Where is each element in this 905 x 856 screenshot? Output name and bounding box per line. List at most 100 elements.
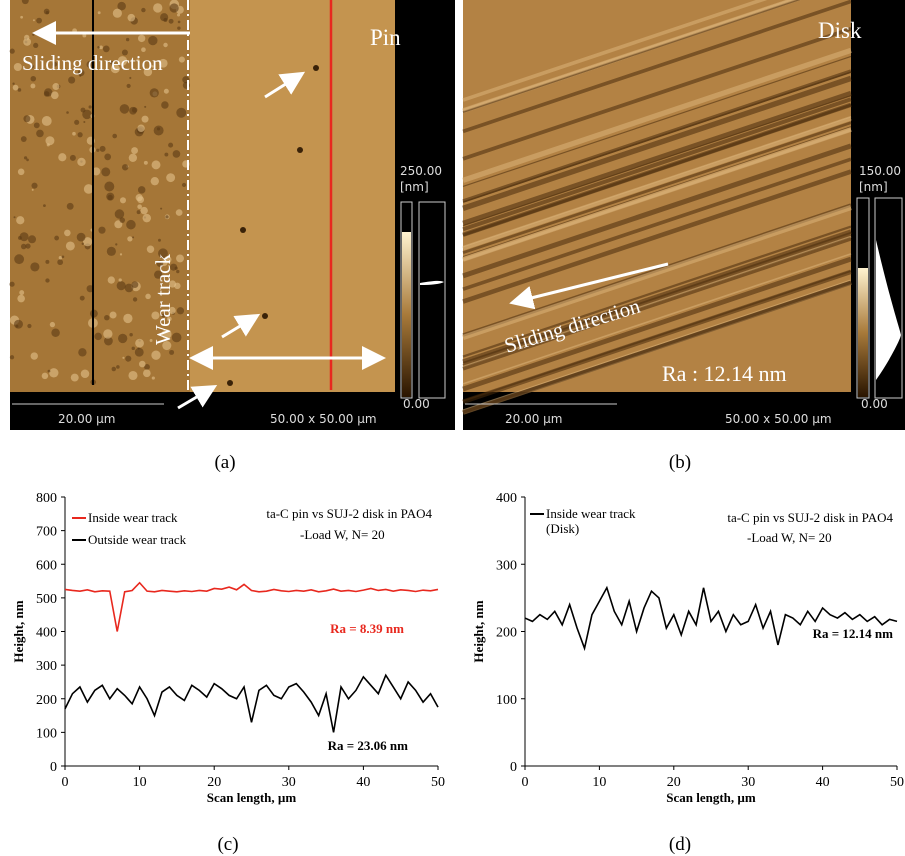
texture: [16, 216, 24, 224]
texture: [77, 233, 86, 242]
texture: [80, 296, 85, 301]
texture: [66, 111, 69, 114]
texture: [14, 63, 22, 71]
texture: [48, 370, 51, 373]
texture: [72, 132, 76, 136]
texture: [119, 278, 122, 281]
texture: [147, 246, 154, 253]
texture: [141, 8, 145, 12]
data-line: [65, 675, 438, 732]
annotation: Ra = 12.14 nm: [813, 626, 894, 641]
texture: [50, 322, 55, 327]
colorbar: [858, 268, 868, 397]
annotation: Ra = 23.06 nm: [328, 738, 409, 753]
texture: [176, 108, 186, 118]
scan-size: 50.00 x 50.00 µm: [270, 412, 377, 426]
texture: [10, 49, 15, 54]
texture: [136, 194, 143, 201]
texture: [45, 136, 54, 145]
scale-bar-label: 20.00 µm: [58, 412, 116, 426]
texture: [67, 203, 74, 210]
texture: [129, 154, 137, 162]
y-tick-label: 0: [510, 760, 517, 775]
texture: [36, 18, 42, 24]
panel-label: (b): [669, 452, 691, 473]
y-tick-label: 400: [496, 491, 517, 506]
x-tick-label: 40: [816, 775, 830, 790]
texture: [82, 243, 84, 245]
texture: [175, 267, 178, 270]
particle: [262, 313, 268, 319]
x-tick-label: 0: [522, 775, 529, 790]
texture: [132, 347, 135, 350]
texture: [135, 339, 144, 348]
texture: [81, 108, 86, 113]
particle: [297, 147, 303, 153]
texture: [94, 333, 101, 340]
afm-image: [190, 0, 395, 392]
y-tick-label: 200: [36, 693, 57, 708]
texture: [110, 312, 117, 319]
y-tick-label: 600: [36, 558, 57, 573]
y-tick-label: 300: [496, 558, 517, 573]
texture: [164, 89, 169, 94]
legend-label: Inside wear track (Disk): [546, 506, 656, 536]
texture: [152, 160, 161, 169]
figure-canvas: Pin Sliding direction Wear track 250.00 …: [0, 0, 905, 856]
x-tick-label: 0: [62, 775, 69, 790]
annotation: Ra = 8.39 nm: [330, 621, 404, 636]
texture: [45, 260, 49, 264]
x-tick-label: 30: [741, 775, 755, 790]
texture: [49, 368, 58, 377]
texture: [32, 189, 34, 191]
texture: [70, 155, 76, 161]
texture: [44, 91, 50, 97]
colorbar-min: 0.00: [403, 397, 430, 411]
scan-size: 50.00 x 50.00 µm: [725, 412, 832, 426]
texture: [120, 217, 126, 223]
texture: [144, 106, 146, 108]
texture: [14, 216, 16, 218]
texture: [158, 239, 161, 242]
texture: [81, 369, 90, 378]
colorbar-max: 250.00: [400, 164, 442, 178]
legend-label: Inside wear track: [88, 510, 258, 525]
y-axis-label: Height, nm: [11, 600, 26, 662]
texture: [26, 159, 29, 162]
y-tick-label: 100: [496, 693, 517, 708]
texture: [71, 374, 79, 382]
x-axis-label: Scan length, µm: [666, 790, 756, 805]
texture: [177, 307, 184, 314]
texture: [18, 169, 25, 176]
texture: [112, 134, 117, 139]
texture: [74, 120, 79, 125]
texture: [28, 235, 36, 243]
legend-label: Outside wear track: [88, 532, 258, 547]
texture: [145, 294, 150, 299]
texture: [46, 11, 49, 14]
texture: [33, 43, 38, 48]
image-title: Disk: [818, 18, 862, 43]
texture: [126, 220, 136, 230]
texture: [142, 116, 149, 123]
texture: [161, 101, 168, 108]
texture: [133, 297, 137, 301]
texture: [169, 350, 174, 355]
texture: [182, 183, 186, 187]
particle: [313, 65, 319, 71]
figure: Pin Sliding direction Wear track 250.00 …: [0, 0, 905, 856]
texture: [169, 19, 174, 24]
texture: [51, 91, 59, 99]
texture: [177, 13, 180, 16]
texture: [17, 295, 25, 303]
texture: [52, 83, 59, 90]
texture: [98, 227, 105, 234]
texture: [127, 84, 131, 88]
texture: [106, 193, 114, 201]
texture: [144, 161, 148, 165]
texture: [128, 371, 137, 380]
annotation: ta-C pin vs SUJ-2 disk in PAO4: [266, 506, 432, 521]
texture: [34, 122, 40, 128]
x-tick-label: 40: [356, 775, 370, 790]
texture: [160, 208, 162, 210]
